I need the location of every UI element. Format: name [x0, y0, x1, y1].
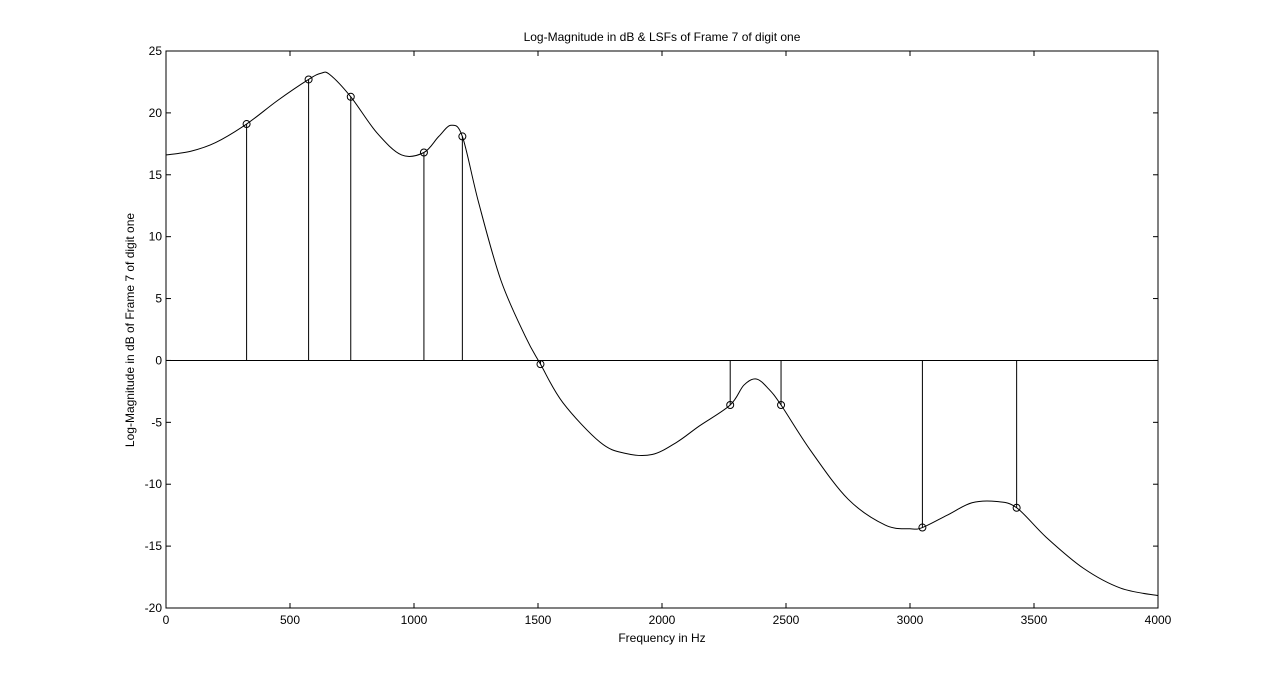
lsf-markers — [242, 75, 1021, 532]
x-tick-label: 2500 — [773, 613, 800, 627]
lsf-stems — [246, 79, 1018, 528]
chart-title: Log-Magnitude in dB & LSFs of Frame 7 of… — [524, 30, 801, 44]
x-tick-label: 4000 — [1145, 613, 1172, 627]
lsf-marker — [536, 360, 545, 369]
y-tick-label: 10 — [149, 230, 163, 244]
y-tick-label: -20 — [145, 601, 163, 615]
lsf-marker — [726, 401, 735, 410]
y-tick-label: 5 — [155, 292, 162, 306]
y-tick-label: 25 — [149, 44, 163, 58]
lsf-marker — [346, 92, 355, 101]
x-tick-label: 0 — [163, 613, 170, 627]
y-tick-label: -15 — [145, 539, 163, 553]
lsf-marker — [918, 523, 927, 532]
plot-area — [165, 50, 1159, 609]
y-tick-label: 20 — [149, 106, 163, 120]
lsf-marker — [777, 401, 786, 410]
lsf-marker — [242, 120, 251, 129]
y-tick-label: -5 — [151, 415, 162, 429]
lsf-marker — [1012, 503, 1021, 512]
lsf-marker — [458, 132, 467, 141]
x-tick-label: 1000 — [401, 613, 428, 627]
lsf-marker — [419, 148, 428, 157]
y-tick-label: -10 — [145, 477, 163, 491]
x-tick-label: 3500 — [1021, 613, 1048, 627]
y-tick-label: 15 — [149, 168, 163, 182]
log-magnitude-curve — [165, 71, 1159, 597]
axis-ticks: 0 500 1000 1500 2000 2500 3000 3500 4000 -20 -15 -1… — [145, 44, 1172, 627]
x-tick-label: 3000 — [897, 613, 924, 627]
y-axis-label: Log-Magnitude in dB of Frame 7 of digit … — [123, 213, 137, 447]
y-tick-label: 0 — [155, 353, 162, 367]
x-tick-label: 500 — [280, 613, 300, 627]
x-tick-label: 1500 — [525, 613, 552, 627]
lsf-marker — [304, 75, 313, 84]
x-tick-label: 2000 — [649, 613, 676, 627]
x-axis-label: Frequency in Hz — [618, 631, 705, 645]
